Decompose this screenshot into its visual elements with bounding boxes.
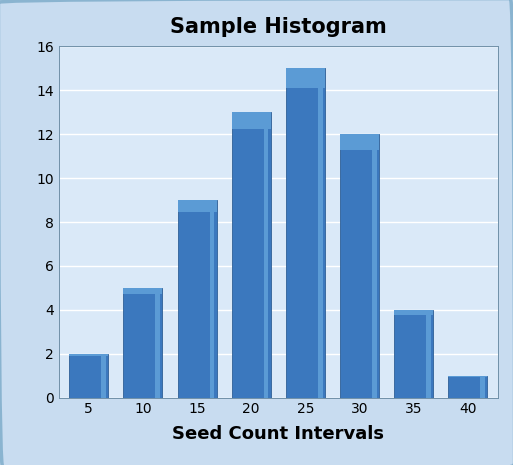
Bar bbox=[124, 288, 163, 398]
Bar bbox=[232, 113, 271, 398]
Bar bbox=[372, 134, 377, 398]
Bar bbox=[394, 310, 433, 315]
Bar bbox=[480, 376, 485, 398]
Bar bbox=[124, 288, 163, 294]
Bar bbox=[394, 310, 433, 398]
Bar bbox=[286, 68, 325, 88]
Bar bbox=[155, 288, 160, 398]
Bar bbox=[448, 376, 487, 398]
Bar bbox=[340, 134, 379, 150]
Bar bbox=[264, 113, 268, 398]
Bar bbox=[340, 134, 379, 398]
Bar bbox=[209, 200, 214, 398]
X-axis label: Seed Count Intervals: Seed Count Intervals bbox=[172, 425, 384, 443]
Bar bbox=[101, 354, 106, 398]
Bar bbox=[318, 68, 323, 398]
Bar bbox=[177, 200, 216, 398]
Bar bbox=[69, 354, 108, 398]
Bar bbox=[448, 376, 487, 377]
Bar bbox=[232, 113, 271, 129]
Bar bbox=[286, 68, 325, 398]
Bar bbox=[177, 200, 216, 212]
Bar bbox=[426, 310, 431, 398]
Bar bbox=[69, 354, 108, 356]
Title: Sample Histogram: Sample Histogram bbox=[170, 17, 387, 37]
